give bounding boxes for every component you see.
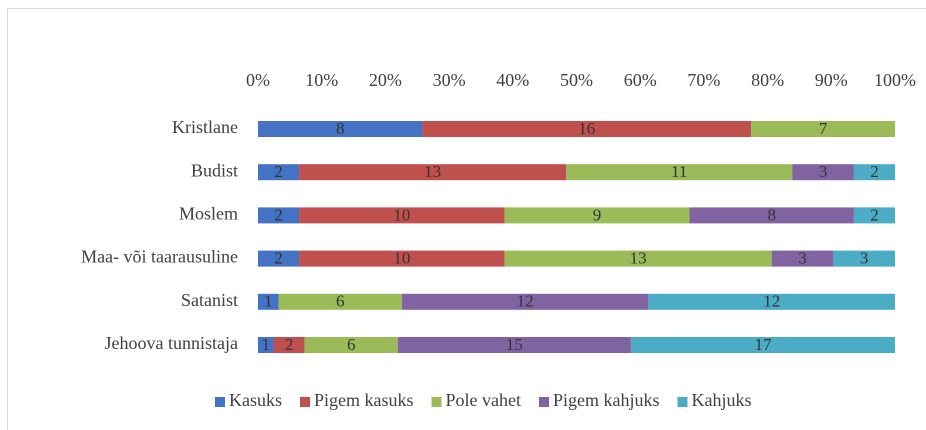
y-tick-label: Budist <box>191 160 238 180</box>
bar-segment <box>258 207 300 224</box>
bar-segment <box>258 164 300 181</box>
x-tick-label: 0% <box>246 70 270 90</box>
x-tick-label: 70% <box>687 70 720 90</box>
data-label: 2 <box>274 249 283 268</box>
bar-segment <box>258 250 300 267</box>
data-label: 3 <box>819 162 828 181</box>
x-tick-label: 10% <box>305 70 338 90</box>
x-tick-label: 80% <box>751 70 784 90</box>
legend-swatch <box>300 397 310 407</box>
bar-segment <box>504 207 690 224</box>
data-label: 2 <box>274 162 283 181</box>
data-label: 15 <box>506 335 523 354</box>
data-label: 2 <box>274 205 283 224</box>
x-tick-label: 20% <box>369 70 402 90</box>
data-label: 2 <box>285 335 294 354</box>
x-tick-label: 60% <box>624 70 657 90</box>
bar-segment <box>630 337 895 353</box>
bar-segment <box>792 164 854 181</box>
y-tick-label: Satanist <box>181 290 238 310</box>
bar-segment <box>299 207 505 224</box>
bar-segment <box>401 293 649 310</box>
bar-segment <box>422 121 752 137</box>
bar-segment <box>853 164 895 181</box>
legend-label: Kasuks <box>229 390 282 410</box>
bar-segment <box>273 337 305 353</box>
data-label: 7 <box>819 119 828 138</box>
x-tick-label: 40% <box>496 70 529 90</box>
data-label: 17 <box>754 335 772 354</box>
bar-segment <box>853 207 895 224</box>
bar-segment <box>504 250 772 267</box>
bar-segment <box>566 164 793 181</box>
x-tick-label: 50% <box>560 70 593 90</box>
data-label: 12 <box>517 292 534 311</box>
legend-swatch <box>431 397 442 407</box>
data-label: 2 <box>870 162 879 181</box>
x-tick-label: 30% <box>433 70 466 90</box>
data-label: 13 <box>630 249 647 268</box>
data-label: 10 <box>393 249 410 268</box>
legend-label: Kahjuks <box>692 390 752 410</box>
data-label: 10 <box>393 205 410 224</box>
legend-swatch <box>677 397 688 407</box>
chart-border <box>7 8 926 430</box>
x-tick-label: 90% <box>815 70 848 90</box>
y-tick-label: Jehoova tunnistaja <box>105 333 238 353</box>
bar-segment <box>397 337 631 353</box>
bar-segment <box>833 250 895 267</box>
data-label: 8 <box>336 119 345 138</box>
data-label: 6 <box>336 292 345 311</box>
bar-segment <box>299 164 567 181</box>
legend-label: Pigem kahjuks <box>553 390 660 410</box>
legend-swatch <box>215 397 225 407</box>
data-label: 13 <box>424 162 441 181</box>
data-label: 11 <box>671 162 687 181</box>
legend-label: Pigem kasuks <box>314 390 414 410</box>
data-label: 3 <box>860 249 869 268</box>
bar-segment <box>771 250 834 267</box>
bar-segment <box>258 293 279 310</box>
legend-label: Pole vahet <box>446 390 521 410</box>
y-tick-label: Maa- või taarausuline <box>81 247 238 267</box>
bar-segment <box>751 121 895 137</box>
legend-swatch <box>539 397 549 407</box>
data-label: 9 <box>593 205 602 224</box>
y-tick-label: Kristlane <box>172 117 238 137</box>
data-label: 3 <box>798 249 807 268</box>
bar-segment <box>258 121 423 137</box>
data-label: 1 <box>264 292 273 311</box>
data-label: 1 <box>262 335 271 354</box>
data-label: 8 <box>767 205 776 224</box>
x-tick-label: 100% <box>874 70 916 90</box>
bar-segment <box>278 293 402 310</box>
y-tick-label: Moslem <box>179 204 238 224</box>
bar-segment <box>304 337 398 353</box>
data-label: 2 <box>870 205 879 224</box>
bar-segment <box>648 293 895 310</box>
data-label: 12 <box>763 292 780 311</box>
data-label: 6 <box>347 335 356 354</box>
bar-segment <box>258 337 274 353</box>
data-label: 16 <box>578 119 595 138</box>
bar-segment <box>299 250 505 267</box>
bar-segment <box>689 207 854 224</box>
